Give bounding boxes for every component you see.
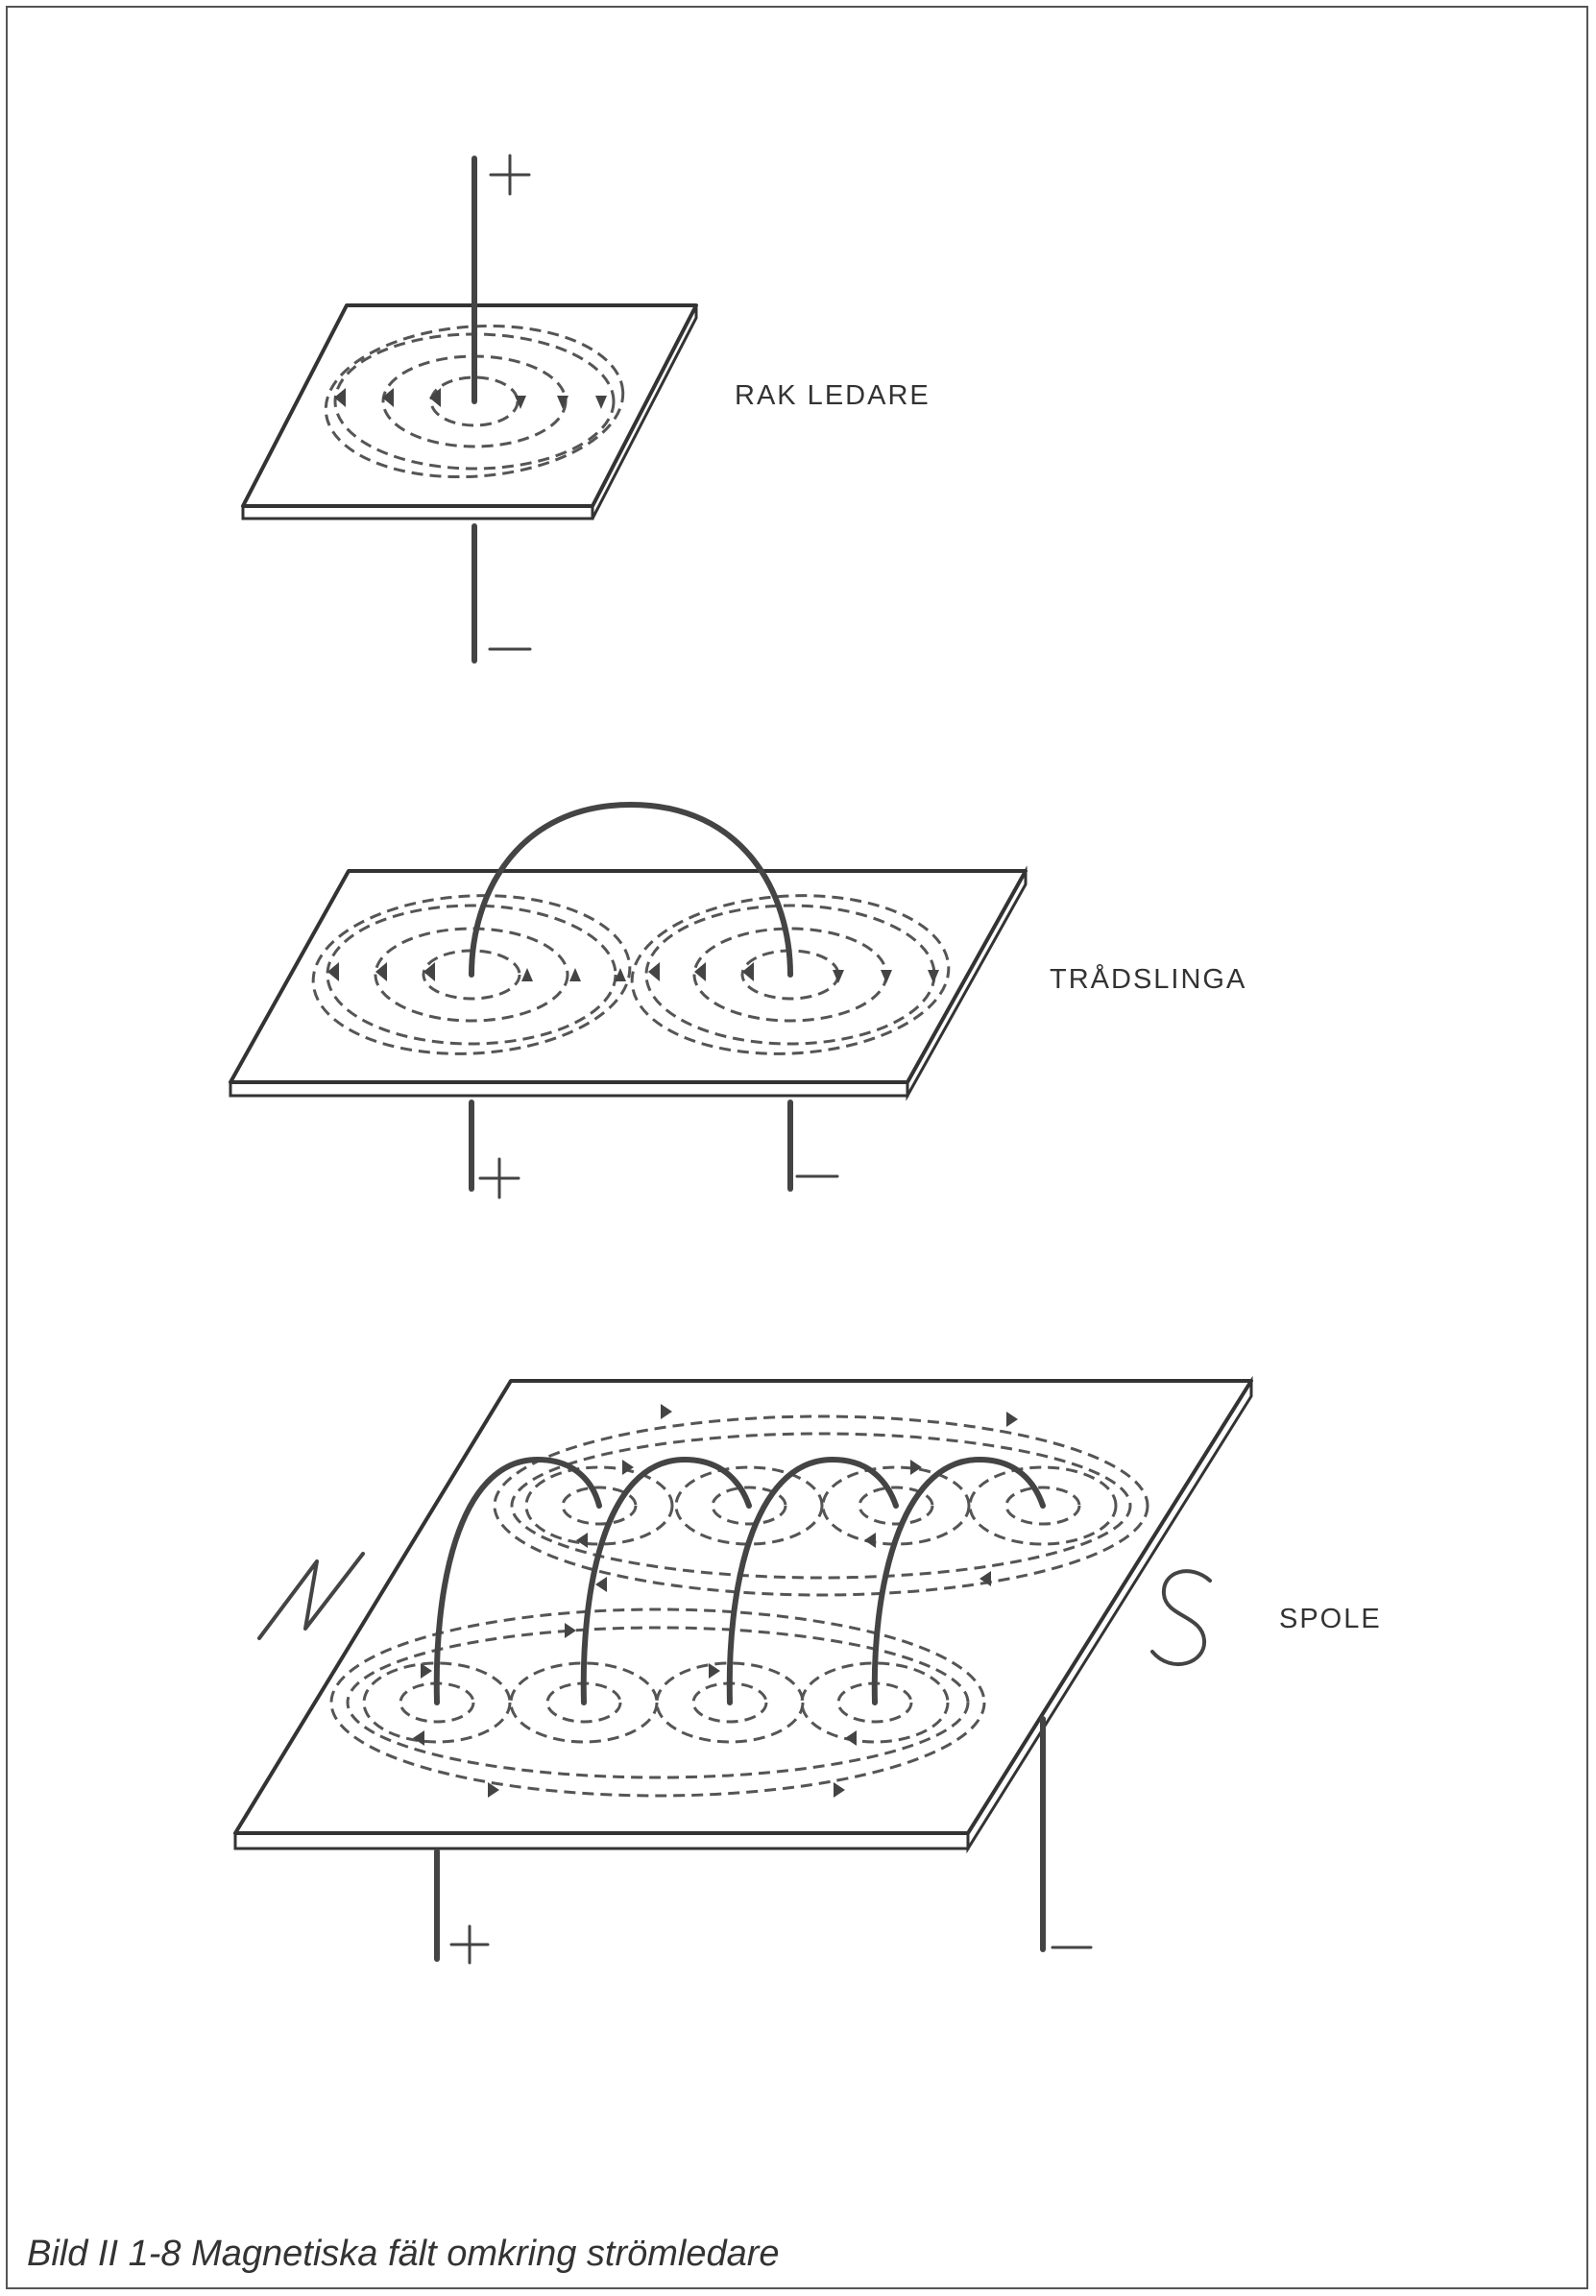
coil-field-lines: [329, 1414, 1149, 1798]
coil-windings: [433, 1456, 1046, 1705]
wire-loop-plate: [229, 865, 1028, 1101]
figure-caption: Bild II 1-8 Magnetiska fält omkring strö…: [27, 2234, 780, 2274]
plus-terminal-sign: [489, 154, 531, 196]
straight-conductor-plate: [241, 303, 698, 520]
wire-loop-figure: [229, 801, 1028, 1199]
south-pole-letter: [1150, 1569, 1212, 1667]
field-direction-arrows: [327, 962, 939, 983]
wire-loop-label: TRÅDSLINGA: [1050, 964, 1247, 995]
plus-terminal-sign: [449, 1924, 490, 1965]
coil-figure: [233, 1375, 1253, 1965]
loop-wire-arc: [469, 801, 793, 978]
plus-terminal-sign: [478, 1157, 520, 1199]
straight-conductor-label: RAK LEDARE: [735, 380, 931, 411]
field-direction-arrows: [334, 388, 607, 409]
straight-conductor-figure: [241, 154, 698, 664]
wire-loop-field-lines: [311, 894, 951, 1055]
field-direction-arrows: [413, 1404, 1018, 1798]
north-pole-letter: [257, 1552, 365, 1640]
figure-frame: [6, 6, 1588, 2289]
coil-plate: [233, 1375, 1253, 1854]
coil-label: SPOLE: [1279, 1604, 1382, 1634]
